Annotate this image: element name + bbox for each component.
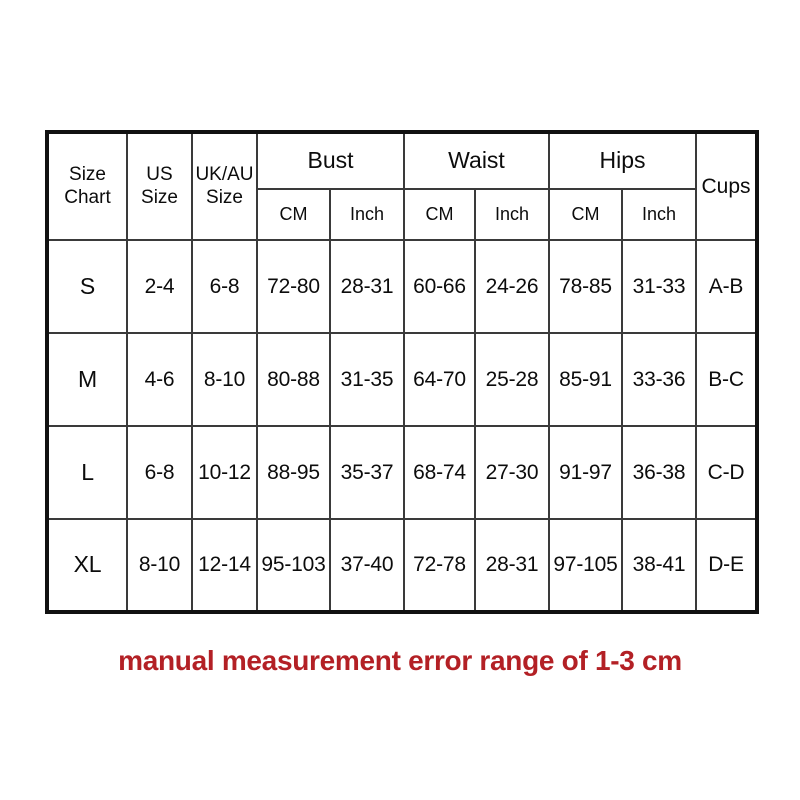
cell-size: M	[46, 332, 128, 427]
header-uk-au-size-line2: Size	[206, 186, 243, 208]
cell-size: S	[46, 239, 128, 334]
header-hips-inch: Inch	[620, 188, 698, 241]
cell-us-size: 8-10	[126, 518, 193, 613]
cell-us-size: 6-8	[126, 425, 193, 520]
cell-us-size: 2-4	[126, 239, 193, 334]
table-row: L 6-8 10-12 88-95 35-37 68-74 27-30 91-9…	[46, 425, 759, 520]
cell-us-size: 4-6	[126, 332, 193, 427]
cell-bust-cm: 72-80	[256, 239, 331, 334]
cell-uk-au-size: 10-12	[191, 425, 258, 520]
header-waist-inch: Inch	[474, 188, 550, 241]
header-hips-cm: CM	[548, 188, 623, 241]
table-row: M 4-6 8-10 80-88 31-35 64-70 25-28 85-91…	[46, 332, 759, 427]
header-row-groups: Size Chart US Size UK/AU Size Bust Waist…	[46, 131, 759, 241]
cell-uk-au-size: 12-14	[191, 518, 258, 613]
header-group-hips: Hips	[547, 131, 698, 190]
cell-waist-cm: 64-70	[403, 332, 476, 427]
header-cups: Cups	[695, 131, 759, 241]
cell-hips-cm: 97-105	[548, 518, 623, 613]
cell-bust-inch: 31-35	[329, 332, 405, 427]
cell-bust-cm: 80-88	[256, 332, 331, 427]
cell-bust-cm: 88-95	[256, 425, 331, 520]
header-size-chart: Size Chart	[46, 131, 128, 241]
cell-cups: B-C	[695, 332, 759, 427]
cell-cups: D-E	[695, 518, 759, 613]
header-us-size: US Size	[126, 131, 193, 241]
measurement-disclaimer: manual measurement error range of 1-3 cm	[118, 645, 682, 676]
header-waist-cm: CM	[403, 188, 476, 241]
header-size-chart-line2: Chart	[64, 186, 111, 208]
cell-cups: C-D	[695, 425, 759, 520]
size-chart-table-container: Size Chart US Size UK/AU Size Bust Waist…	[45, 130, 760, 614]
cell-bust-inch: 37-40	[329, 518, 405, 613]
cell-hips-inch: 36-38	[620, 425, 698, 520]
cell-hips-inch: 31-33	[620, 239, 698, 334]
header-row-units: CM Inch CM Inch CM Inch	[47, 188, 757, 241]
cell-cups: A-B	[695, 239, 759, 334]
cell-hips-cm: 91-97	[548, 425, 623, 520]
header-uk-au-size: UK/AU Size	[191, 131, 258, 241]
header-group-waist: Waist	[403, 131, 550, 190]
header-bust-cm: CM	[256, 188, 331, 241]
cell-bust-cm: 95-103	[256, 518, 331, 613]
header-us-size-line1: US	[146, 164, 173, 186]
cell-size: XL	[46, 518, 128, 613]
header-size-chart-line1: Size	[69, 164, 106, 186]
header-us-size-line2: Size	[141, 186, 178, 208]
table-body: S 2-4 6-8 72-80 28-31 60-66 24-26 78-85 …	[46, 239, 759, 613]
cell-size: L	[46, 425, 128, 520]
cell-bust-inch: 35-37	[329, 425, 405, 520]
cell-waist-cm: 68-74	[403, 425, 476, 520]
table-header: Size Chart US Size UK/AU Size Bust Waist…	[46, 131, 759, 241]
cell-waist-inch: 27-30	[474, 425, 550, 520]
cell-waist-inch: 25-28	[474, 332, 550, 427]
size-chart-table: Size Chart US Size UK/AU Size Bust Waist…	[45, 130, 760, 614]
table-row: XL 8-10 12-14 95-103 37-40 72-78 28-31 9…	[46, 518, 759, 613]
cell-waist-cm: 72-78	[403, 518, 476, 613]
cell-waist-inch: 24-26	[474, 239, 550, 334]
cell-waist-cm: 60-66	[403, 239, 476, 334]
header-group-bust: Bust	[256, 131, 405, 190]
cell-hips-cm: 85-91	[548, 332, 623, 427]
cell-hips-inch: 33-36	[620, 332, 698, 427]
cell-uk-au-size: 8-10	[191, 332, 258, 427]
table-row: S 2-4 6-8 72-80 28-31 60-66 24-26 78-85 …	[46, 239, 759, 334]
cell-hips-cm: 78-85	[548, 239, 623, 334]
cell-uk-au-size: 6-8	[191, 239, 258, 334]
header-bust-inch: Inch	[329, 188, 405, 241]
cell-bust-inch: 28-31	[329, 239, 405, 334]
header-uk-au-size-line1: UK/AU	[195, 164, 254, 186]
cell-hips-inch: 38-41	[620, 518, 698, 613]
cell-waist-inch: 28-31	[474, 518, 550, 613]
